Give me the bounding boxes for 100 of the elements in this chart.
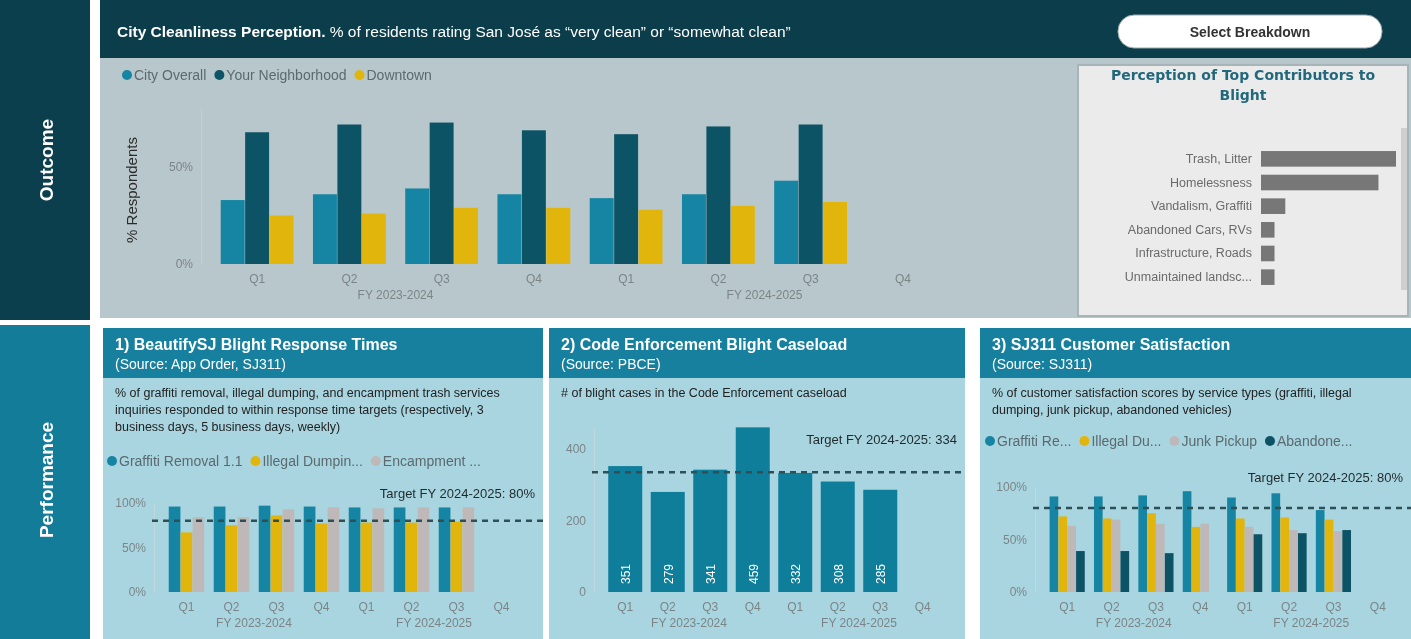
x-tick-label: Q4	[914, 599, 932, 614]
data-label: 285	[874, 563, 889, 584]
bar	[312, 194, 337, 264]
bar	[1147, 513, 1156, 592]
bar	[774, 180, 799, 264]
legend-label: Junk Pickup	[1181, 433, 1258, 449]
x-tick-label: Q4	[493, 599, 510, 614]
bar	[337, 124, 362, 264]
bar	[778, 472, 813, 592]
x-tick-label: Q2	[223, 599, 240, 614]
chart-title: Perception of Top Contributors to Blight	[1110, 67, 1376, 103]
y-tick-label: Abandoned Cars, RVs	[1127, 222, 1252, 237]
bar	[213, 506, 226, 592]
bar	[393, 507, 406, 592]
ref-line-label: Target FY 2024-2025: 80%	[379, 486, 536, 501]
x-tick-label: Q3	[1147, 599, 1165, 614]
x-tick-label: Q1	[249, 271, 266, 286]
bar	[798, 124, 823, 264]
bar	[417, 507, 430, 592]
bar	[237, 517, 250, 592]
bar	[546, 207, 571, 264]
bar	[361, 213, 386, 264]
y-tick-label: Trash, Litter	[1185, 151, 1252, 166]
y-tick-label: 0%	[128, 585, 147, 600]
x-tick-label: Q2	[341, 271, 358, 286]
bar	[450, 521, 463, 592]
bar	[1200, 523, 1210, 592]
x-tick-label: Q2	[1103, 599, 1120, 614]
bar	[1315, 510, 1325, 592]
bar	[315, 523, 328, 592]
x-tick-label: Q3	[872, 599, 889, 614]
bar	[462, 507, 475, 592]
chart-subtitle: # of blight cases in the Code Enforcement caseload	[561, 386, 847, 400]
bar	[327, 507, 340, 592]
bar	[1261, 151, 1396, 167]
bar	[454, 207, 479, 264]
ref-line-label: Target FY 2024-2025: 334	[806, 431, 957, 447]
text: (Source: PBCE)	[561, 356, 661, 372]
bar	[589, 198, 614, 264]
x-tick-label: Q3	[268, 599, 285, 614]
chart-subtitle: % of customer satisfaction scores by service types (graffiti, illegal dumping, junk pickup, abandoned vehicles)	[992, 386, 1352, 417]
bar	[1138, 495, 1148, 592]
x-tick-label: Q4	[1192, 599, 1209, 614]
x-tick-label: Q1	[1059, 599, 1076, 614]
bar	[1235, 518, 1245, 592]
data-label: 459	[746, 563, 761, 584]
y-axis-title: % Respondents	[123, 137, 140, 243]
bar	[245, 132, 270, 264]
y-tick-label: 0%	[1009, 585, 1028, 600]
y-tick-label: 50%	[121, 540, 147, 555]
bar	[614, 134, 639, 264]
bar	[863, 489, 898, 592]
y-tick-label: Homelessness	[1170, 175, 1252, 190]
data-label: 351	[619, 563, 634, 584]
x-tick-label: Q1	[358, 599, 375, 614]
bar	[681, 194, 706, 264]
bar	[1191, 526, 1201, 592]
bar	[1261, 174, 1379, 191]
text: FY 2024-2025	[1273, 616, 1350, 630]
data-label: 341	[704, 563, 719, 584]
bar	[1280, 517, 1289, 592]
x-tick-label: Q2	[1281, 599, 1298, 614]
legend-label: City Overall	[134, 67, 207, 83]
bar	[438, 507, 451, 592]
select-breakdown-button: Select Breakdown	[1117, 14, 1383, 49]
bar	[225, 525, 238, 592]
data-label: 332	[789, 563, 804, 584]
ref-line-label: Target FY 2024-2025: 80%	[1247, 470, 1404, 485]
y-tick-label: 100%	[996, 480, 1028, 495]
bar	[372, 508, 385, 592]
x-tick-label: Q3	[702, 599, 719, 614]
bar	[168, 506, 181, 592]
bar	[1049, 496, 1059, 592]
y-tick-label: Infrastructure, Roads	[1135, 246, 1252, 261]
text: FY 2023-2024	[216, 616, 293, 630]
bar	[405, 188, 430, 264]
bar	[220, 200, 245, 264]
y-tick-label: Unmaintained landsc...	[1124, 270, 1252, 285]
chart-title: 2) Code Enforcement Blight Caseload	[561, 336, 848, 353]
y-tick-label: 50%	[168, 160, 194, 175]
x-tick-label: Q1	[787, 599, 804, 614]
x-tick-label: Q4	[1369, 599, 1387, 614]
x-tick-label: Q1	[618, 271, 635, 286]
bar	[405, 522, 418, 592]
x-tick-label: Q1	[178, 599, 195, 614]
y-tick-label: 400	[565, 441, 587, 456]
bar	[180, 532, 193, 592]
text: FY 2023-2024	[1095, 616, 1172, 630]
bar	[730, 205, 755, 264]
legend-label: Graffiti Re...	[997, 433, 1072, 449]
x-tick-label: Q2	[829, 599, 847, 614]
bar	[735, 427, 770, 592]
chart-title: 3) SJ311 Customer Satisfaction	[992, 336, 1231, 353]
bar	[348, 507, 361, 592]
bar	[706, 126, 731, 264]
bar	[1289, 530, 1298, 592]
chart-title: City Cleanliness Perception.	[117, 23, 326, 40]
text: (Source: SJ311)	[992, 356, 1093, 372]
text: Performance	[36, 421, 57, 539]
y-tick-label: 50%	[1002, 532, 1028, 547]
